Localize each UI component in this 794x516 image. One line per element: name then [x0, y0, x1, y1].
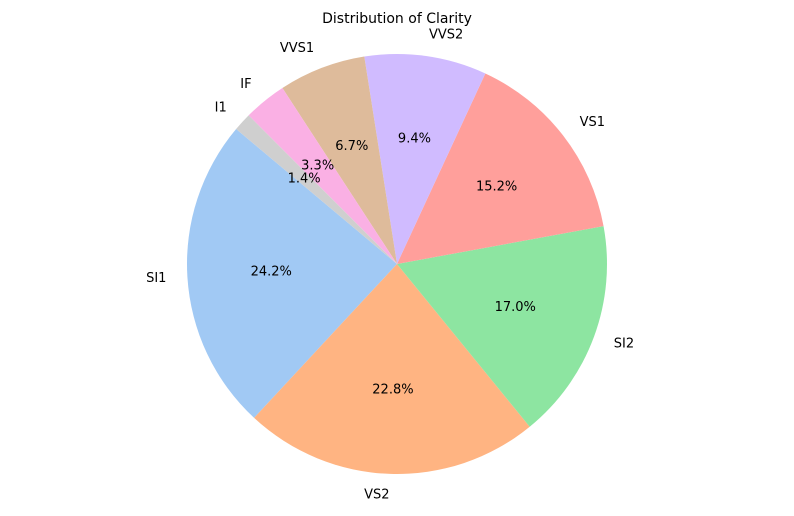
- pie-labels: SI1 24.2% VS2 22.8% SI2 17.0% VS1 15.2% VVS2 9.4%…: [146, 28, 634, 503]
- slice-percent-vs1: 15.2%: [476, 179, 517, 194]
- slice-percent-vvs2: 9.4%: [398, 132, 431, 147]
- pie-slices: [186, 53, 608, 475]
- slice-label-vs1: VS1: [580, 115, 605, 130]
- pie-slice-vvs2: [364, 53, 486, 265]
- slice-percent-si2: 17.0%: [495, 300, 536, 315]
- slice-label-vvs1: VVS1: [280, 41, 314, 56]
- slice-label-i1: I1: [215, 100, 227, 115]
- pie-slice-si2: [397, 226, 608, 427]
- pie-slice-if: [248, 88, 397, 264]
- slice-label-if: IF: [240, 77, 251, 92]
- pie-slice-vs1: [397, 73, 604, 265]
- slice-label-vvs2: VVS2: [429, 28, 463, 43]
- slice-percent-vvs1: 6.7%: [335, 139, 368, 154]
- slice-label-vs2: VS2: [364, 487, 389, 502]
- slice-percent-si1: 24.2%: [251, 264, 292, 279]
- slice-percent-if: 3.3%: [301, 159, 334, 174]
- pie-slice-si1: [186, 129, 397, 418]
- slice-percent-vs2: 22.8%: [372, 382, 413, 397]
- slice-percent-i1: 1.4%: [288, 171, 321, 186]
- pie-slice-i1: [236, 115, 397, 265]
- slice-label-si2: SI2: [614, 336, 634, 351]
- chart-title: Distribution of Clarity: [322, 11, 472, 27]
- pie-slice-vvs1: [282, 56, 397, 265]
- slice-label-si1: SI1: [146, 271, 166, 286]
- pie-slice-vs2: [254, 264, 530, 475]
